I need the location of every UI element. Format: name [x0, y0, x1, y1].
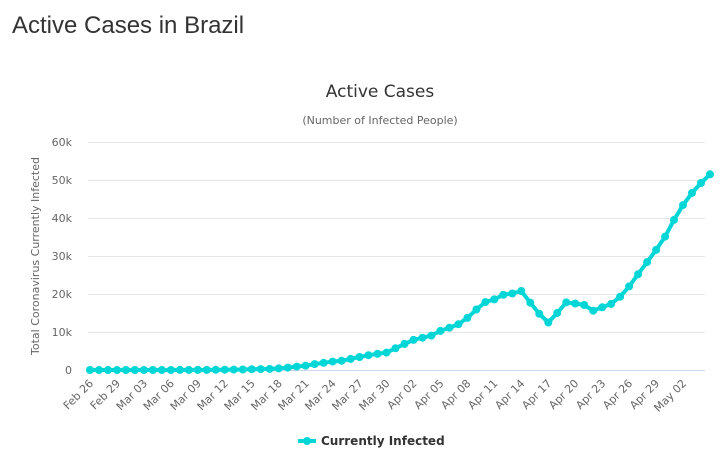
data-point[interactable] — [256, 365, 265, 374]
data-point[interactable] — [706, 170, 714, 179]
data-point[interactable] — [679, 201, 687, 210]
grid-lines — [88, 142, 705, 371]
data-point[interactable] — [508, 289, 517, 298]
data-point[interactable] — [184, 365, 193, 374]
data-point[interactable] — [571, 299, 580, 308]
data-point[interactable] — [625, 282, 634, 291]
data-point[interactable] — [391, 344, 400, 353]
data-point[interactable] — [463, 313, 472, 322]
data-point[interactable] — [86, 366, 94, 374]
data-point[interactable] — [409, 335, 418, 344]
data-point[interactable] — [238, 365, 247, 374]
data-point[interactable] — [328, 357, 337, 366]
y-tick-label: 30k — [52, 250, 73, 263]
data-point[interactable] — [445, 323, 454, 332]
data-point[interactable] — [175, 365, 184, 374]
data-point[interactable] — [607, 299, 616, 308]
data-point[interactable] — [121, 366, 130, 374]
data-point[interactable] — [490, 295, 499, 304]
data-point[interactable] — [454, 320, 463, 329]
page-title: Active Cases in Brazil — [12, 12, 245, 39]
data-point[interactable] — [382, 348, 391, 357]
data-point[interactable] — [229, 365, 238, 374]
data-point[interactable] — [310, 360, 319, 369]
data-point[interactable] — [643, 258, 652, 267]
data-point[interactable] — [157, 366, 166, 374]
legend[interactable]: Currently Infected — [298, 434, 445, 448]
data-point[interactable] — [436, 326, 445, 335]
data-point[interactable] — [517, 287, 526, 295]
data-point[interactable] — [148, 366, 157, 374]
data-point[interactable] — [472, 305, 481, 314]
data-point[interactable] — [634, 270, 643, 279]
data-point[interactable] — [427, 331, 436, 340]
data-point[interactable] — [589, 306, 598, 315]
series-line — [88, 172, 712, 372]
data-point[interactable] — [274, 364, 283, 373]
data-point[interactable] — [283, 363, 292, 372]
chart-subtitle: (Number of Infected People) — [302, 114, 457, 127]
data-point[interactable] — [337, 356, 346, 365]
series-currently-infected — [86, 170, 714, 374]
data-point[interactable] — [688, 188, 696, 197]
data-point[interactable] — [562, 298, 571, 307]
data-point[interactable] — [652, 245, 661, 254]
data-point[interactable] — [535, 309, 544, 318]
data-point[interactable] — [301, 361, 310, 370]
data-point[interactable] — [553, 309, 562, 317]
data-point[interactable] — [670, 215, 678, 224]
data-point[interactable] — [697, 179, 705, 187]
data-point[interactable] — [346, 354, 355, 363]
data-point[interactable] — [113, 366, 121, 374]
data-point[interactable] — [220, 365, 229, 374]
data-point[interactable] — [104, 366, 112, 374]
data-point[interactable] — [598, 303, 607, 312]
data-point[interactable] — [139, 366, 148, 374]
y-tick-label: 20k — [52, 288, 73, 301]
data-point[interactable] — [373, 349, 382, 358]
data-point[interactable] — [580, 301, 589, 309]
data-point[interactable] — [95, 366, 103, 374]
legend-marker-icon — [303, 437, 311, 445]
legend-item-currently-infected[interactable]: Currently Infected — [321, 434, 445, 448]
data-point[interactable] — [211, 365, 220, 374]
data-point[interactable] — [400, 339, 409, 348]
data-point[interactable] — [355, 353, 364, 361]
data-point[interactable] — [481, 298, 490, 307]
y-axis-ticks: 0 10k 20k 30k 40k 50k 60k — [52, 136, 73, 377]
y-tick-label: 10k — [52, 326, 73, 339]
chart-title: Active Cases — [326, 82, 435, 102]
data-point[interactable] — [616, 292, 625, 301]
data-point[interactable] — [247, 365, 256, 374]
data-point[interactable] — [130, 366, 139, 374]
data-point[interactable] — [166, 366, 175, 374]
data-point[interactable] — [319, 358, 328, 367]
data-point[interactable] — [526, 298, 535, 307]
data-point[interactable] — [265, 364, 274, 373]
data-point[interactable] — [661, 232, 670, 241]
data-point[interactable] — [202, 365, 211, 374]
y-tick-label: 40k — [52, 212, 73, 225]
data-point[interactable] — [193, 365, 202, 374]
data-point[interactable] — [292, 362, 301, 371]
data-point[interactable] — [544, 318, 553, 327]
y-tick-label: 50k — [52, 174, 73, 187]
data-point[interactable] — [418, 333, 427, 342]
y-tick-label: 0 — [65, 364, 72, 377]
y-axis-label: Total Coronavirus Currently Infected — [29, 157, 42, 356]
data-point[interactable] — [364, 351, 373, 360]
y-tick-label: 60k — [52, 136, 73, 149]
data-point[interactable] — [499, 290, 508, 299]
